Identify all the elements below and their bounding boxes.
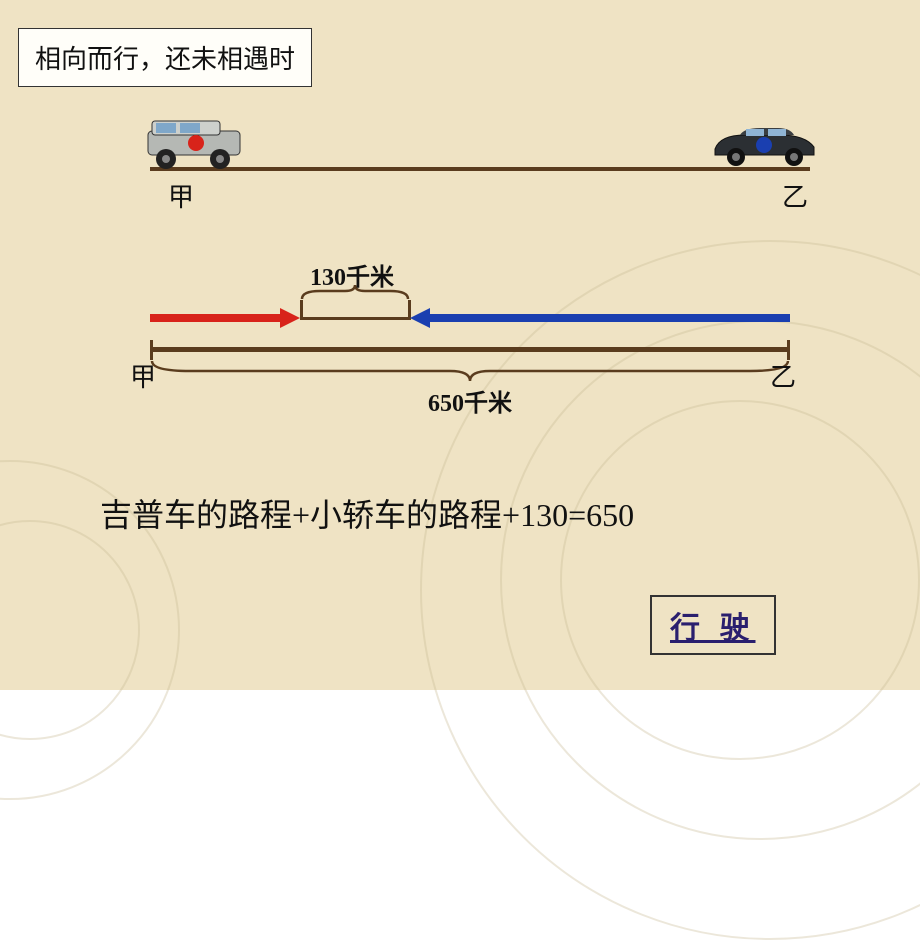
- jeep-path-arrow: [150, 312, 300, 324]
- drive-button[interactable]: 行 驶: [650, 595, 776, 655]
- gap-distance-label: 130千米: [310, 257, 394, 292]
- distance-diagram: 130千米 甲 乙 650千米: [150, 285, 790, 415]
- label-left-1: 甲: [168, 177, 194, 214]
- sedan-icon: [710, 125, 820, 170]
- total-line: [150, 347, 790, 352]
- gap-tick-left: [300, 300, 303, 320]
- total-distance-label: 650千米: [428, 383, 512, 418]
- label-right-2: 乙: [770, 357, 796, 394]
- label-left-2: 甲: [130, 357, 156, 394]
- gap-line: [300, 317, 410, 320]
- bg-swirl: [560, 400, 920, 760]
- title-caption: 相向而行，还未相遇时: [18, 28, 312, 87]
- jeep-icon: [140, 117, 250, 172]
- sedan-path-arrow: [410, 312, 790, 324]
- label-right-1: 乙: [782, 177, 808, 214]
- vehicles-scene: 甲 乙: [150, 115, 810, 195]
- equation-text: 吉普车的路程+小轿车的路程+130=650: [100, 490, 634, 536]
- brace-bottom: [150, 359, 790, 381]
